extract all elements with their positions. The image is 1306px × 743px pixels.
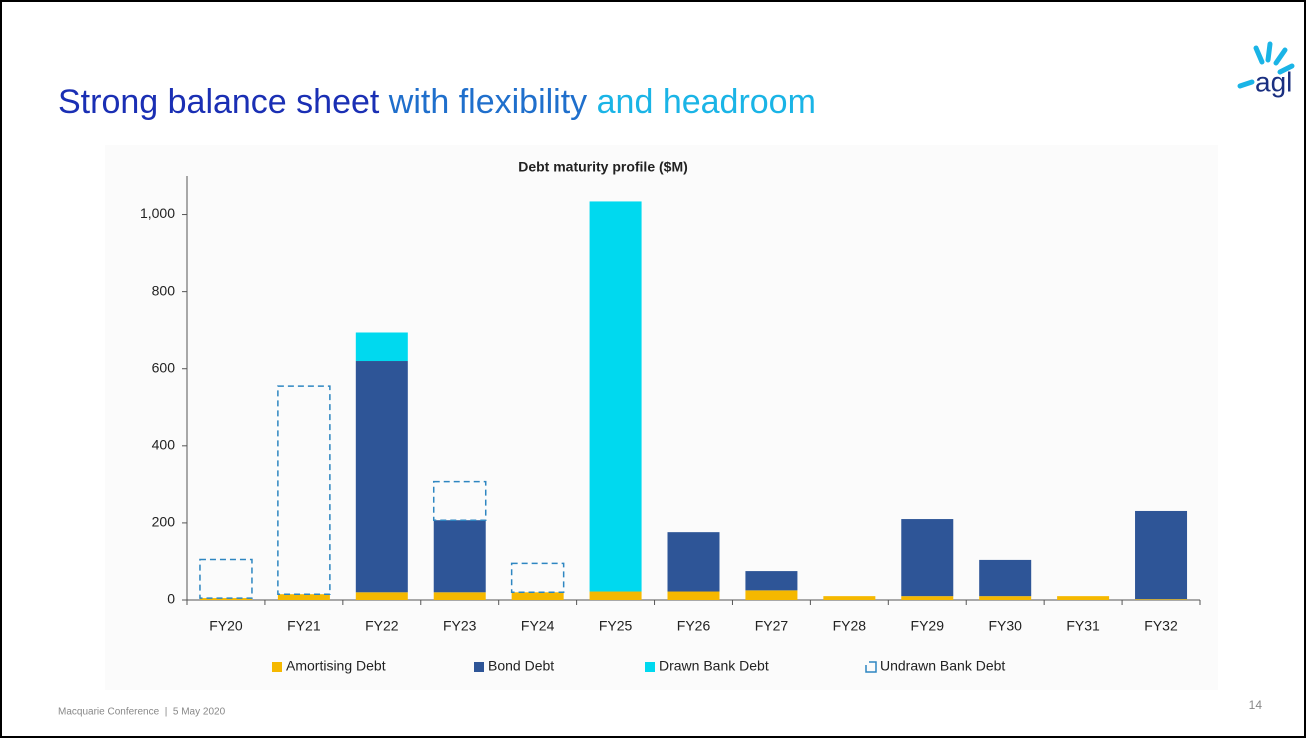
chart-title: Debt maturity profile ($M)	[518, 159, 688, 175]
bar-segment	[277, 594, 330, 600]
slide-title: Strong balance sheet with flexibility an…	[58, 83, 816, 121]
y-tick-label: 800	[152, 282, 176, 298]
bar-segment	[745, 590, 798, 600]
y-tick-label: 400	[152, 437, 176, 453]
x-tick-label: FY22	[365, 618, 399, 634]
x-tick-label: FY25	[599, 618, 633, 634]
x-tick-label: FY29	[911, 618, 945, 634]
legend-swatch	[865, 661, 877, 673]
y-tick-label: 200	[152, 514, 176, 530]
legend-swatch	[272, 662, 282, 672]
bar-segment	[355, 592, 408, 600]
bar-segment	[589, 201, 642, 592]
x-tick-label: FY27	[755, 618, 789, 634]
bar-segment	[432, 480, 487, 521]
page-number: 14	[1249, 698, 1263, 712]
plot-background	[105, 145, 1218, 690]
bar-segment	[1135, 510, 1188, 600]
logo-ray	[1277, 63, 1295, 75]
x-tick-label: FY24	[521, 618, 555, 634]
bar-segment	[901, 519, 954, 597]
bar-segment	[199, 558, 253, 599]
legend-label: Amortising Debt	[286, 658, 386, 674]
title-part: Strong balance sheet	[58, 83, 380, 121]
bar-segment	[745, 571, 798, 591]
title-part: and headroom	[597, 83, 816, 121]
x-tick-label: FY30	[988, 618, 1022, 634]
logo-text: agl	[1255, 66, 1292, 97]
bar-segment	[589, 591, 642, 600]
bar-segment	[823, 596, 876, 600]
bar-segment	[511, 592, 564, 600]
bar-segment	[667, 532, 720, 592]
x-tick-label: FY20	[209, 618, 243, 634]
bar-segment	[979, 596, 1032, 600]
legend-swatch	[474, 662, 484, 672]
bar-segment	[277, 385, 331, 595]
bar-segment	[1135, 599, 1188, 600]
legend-label: Drawn Bank Debt	[659, 658, 769, 674]
x-tick-label: FY21	[287, 618, 321, 634]
x-tick-label: FY26	[677, 618, 711, 634]
logo-ray	[1273, 47, 1288, 66]
bar-segment	[355, 332, 408, 362]
bar-segment	[199, 598, 252, 600]
x-tick-label: FY28	[833, 618, 867, 634]
bar-segment	[901, 596, 954, 600]
logo-ray	[1253, 45, 1265, 65]
logo: agl	[1237, 41, 1295, 97]
legend-swatch	[645, 662, 655, 672]
legend-label: Bond Debt	[488, 658, 554, 674]
x-tick-label: FY31	[1066, 618, 1100, 634]
y-tick-label: 600	[152, 359, 176, 375]
legend-label: Undrawn Bank Debt	[880, 658, 1005, 674]
bar-segment	[355, 361, 408, 593]
bar-segment	[667, 591, 720, 600]
x-tick-label: FY32	[1144, 618, 1178, 634]
footer: Macquarie Conference | 5 May 2020	[58, 707, 226, 718]
bar-segment	[1057, 596, 1110, 600]
x-tick-label: FY23	[443, 618, 477, 634]
bar-segment	[433, 592, 486, 600]
logo-ray	[1237, 79, 1255, 89]
title-part: with flexibility	[388, 83, 587, 121]
logo-ray	[1265, 41, 1273, 63]
y-tick-label: 1,000	[140, 205, 175, 221]
bar-segment	[433, 520, 486, 593]
y-tick-label: 0	[167, 591, 175, 607]
bar-segment	[510, 562, 565, 594]
bar-segment	[979, 559, 1032, 597]
